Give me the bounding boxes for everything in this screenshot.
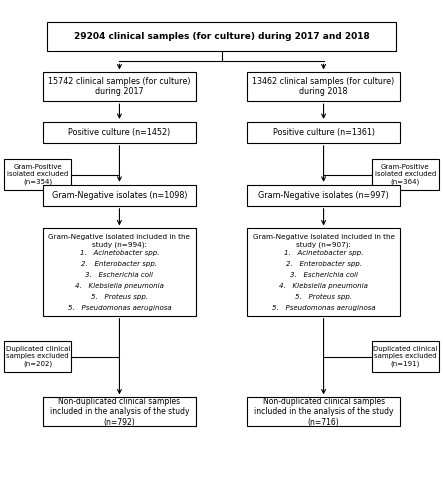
- Text: Gram-Negative isolated included in the
study (n=994):: Gram-Negative isolated included in the s…: [48, 234, 190, 247]
- Text: Gram-Positive
isolated excluded
(n=364): Gram-Positive isolated excluded (n=364): [375, 164, 436, 185]
- Text: Positive culture (n=1452): Positive culture (n=1452): [68, 128, 171, 137]
- Text: Gram-Positive
isolated excluded
(n=354): Gram-Positive isolated excluded (n=354): [7, 164, 68, 185]
- Text: 1.   Acinetobacter spp.: 1. Acinetobacter spp.: [80, 250, 159, 256]
- Bar: [4, 160, 71, 190]
- Text: Gram-Negative isolated included in the
study (n=907):: Gram-Negative isolated included in the s…: [253, 234, 395, 247]
- Bar: [43, 398, 196, 426]
- Bar: [47, 22, 396, 52]
- Text: 5.   Proteus spp.: 5. Proteus spp.: [295, 294, 352, 300]
- Text: 13462 clinical samples (for culture)
during 2018: 13462 clinical samples (for culture) dur…: [253, 77, 395, 96]
- Bar: [372, 341, 439, 372]
- Text: 5.   Pseudomonas aeruginosa: 5. Pseudomonas aeruginosa: [272, 304, 375, 310]
- Text: 4.   Klebsiella pneumonia: 4. Klebsiella pneumonia: [75, 282, 164, 288]
- Text: Non-duplicated clinical samples
included in the analysis of the study
(n=716): Non-duplicated clinical samples included…: [254, 397, 393, 426]
- Text: 5.   Pseudomonas aeruginosa: 5. Pseudomonas aeruginosa: [68, 304, 171, 310]
- Text: 1.   Acinetobacter spp.: 1. Acinetobacter spp.: [284, 250, 363, 256]
- Bar: [43, 228, 196, 316]
- Text: 15742 clinical samples (for culture)
during 2017: 15742 clinical samples (for culture) dur…: [48, 77, 190, 96]
- Text: 3.   Escherichia coli: 3. Escherichia coli: [85, 272, 153, 278]
- Text: Duplicated clinical
samples excluded
(n=202): Duplicated clinical samples excluded (n=…: [6, 346, 70, 367]
- Bar: [43, 184, 196, 206]
- Text: 29204 clinical samples (for culture) during 2017 and 2018: 29204 clinical samples (for culture) dur…: [74, 32, 369, 41]
- Text: 3.   Escherichia coli: 3. Escherichia coli: [290, 272, 358, 278]
- Text: Positive culture (n=1361): Positive culture (n=1361): [272, 128, 375, 137]
- Bar: [43, 122, 196, 143]
- Text: 4.   Klebsiella pneumonia: 4. Klebsiella pneumonia: [279, 282, 368, 288]
- Text: 2.   Enterobacter spp.: 2. Enterobacter spp.: [285, 260, 361, 266]
- Text: Gram-Negative isolates (n=997): Gram-Negative isolates (n=997): [258, 191, 389, 200]
- Bar: [372, 160, 439, 190]
- Bar: [247, 184, 400, 206]
- Text: Duplicated clinical
samples excluded
(n=191): Duplicated clinical samples excluded (n=…: [373, 346, 437, 367]
- Text: 5.   Proteus spp.: 5. Proteus spp.: [91, 294, 148, 300]
- Bar: [247, 72, 400, 101]
- Text: 2.   Enterobacter spp.: 2. Enterobacter spp.: [82, 260, 158, 266]
- Text: Non-duplicated clinical samples
included in the analysis of the study
(n=792): Non-duplicated clinical samples included…: [50, 397, 189, 426]
- Bar: [247, 228, 400, 316]
- Text: Gram-Negative isolates (n=1098): Gram-Negative isolates (n=1098): [52, 191, 187, 200]
- Bar: [4, 341, 71, 372]
- Bar: [247, 122, 400, 143]
- Bar: [247, 398, 400, 426]
- Bar: [43, 72, 196, 101]
